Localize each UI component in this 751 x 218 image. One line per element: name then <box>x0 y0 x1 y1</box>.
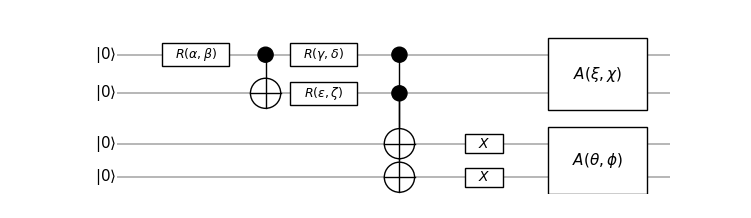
Text: $A(\xi,\chi)$: $A(\xi,\chi)$ <box>573 65 622 83</box>
Ellipse shape <box>385 129 415 159</box>
Ellipse shape <box>385 162 415 192</box>
Ellipse shape <box>392 47 407 62</box>
Bar <box>291 43 357 66</box>
Ellipse shape <box>392 86 407 101</box>
Bar <box>465 168 502 187</box>
Bar <box>162 43 229 66</box>
Text: $|0\rangle$: $|0\rangle$ <box>95 134 116 154</box>
Text: $|0\rangle$: $|0\rangle$ <box>95 167 116 187</box>
Bar <box>547 38 647 110</box>
Bar <box>465 134 502 153</box>
Ellipse shape <box>258 47 273 62</box>
Text: $X$: $X$ <box>478 137 490 151</box>
Text: $|0\rangle$: $|0\rangle$ <box>95 83 116 103</box>
Text: $R(\alpha,\beta)$: $R(\alpha,\beta)$ <box>175 46 217 63</box>
Text: $R(\gamma,\delta)$: $R(\gamma,\delta)$ <box>303 46 344 63</box>
Text: $|0\rangle$: $|0\rangle$ <box>95 45 116 65</box>
Ellipse shape <box>250 78 281 108</box>
Bar <box>547 127 647 194</box>
Text: $A(\theta,\phi)$: $A(\theta,\phi)$ <box>572 151 623 170</box>
Text: $X$: $X$ <box>478 170 490 184</box>
Text: $R(\epsilon,\zeta)$: $R(\epsilon,\zeta)$ <box>304 85 343 102</box>
Bar <box>291 82 357 105</box>
